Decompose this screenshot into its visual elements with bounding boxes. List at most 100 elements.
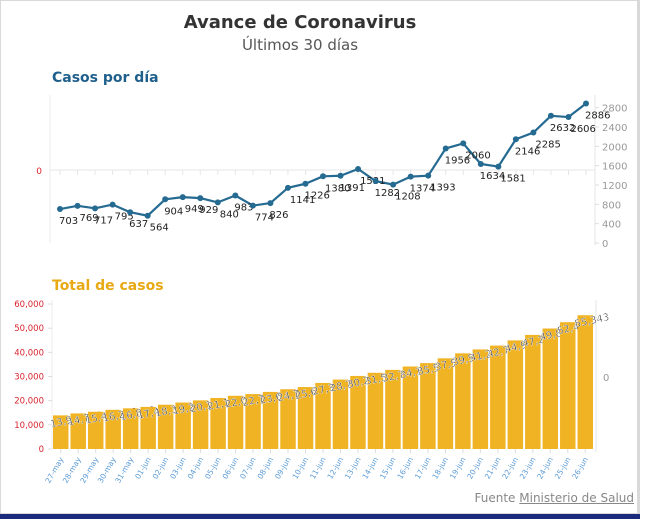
- data-point: [57, 206, 63, 213]
- data-label: 2632: [550, 123, 575, 134]
- data-label: 1226: [304, 191, 329, 202]
- bar: [560, 322, 576, 449]
- bar: [455, 353, 471, 449]
- data-point: [249, 202, 256, 209]
- data-point: [232, 192, 239, 199]
- bar: [227, 395, 244, 449]
- data-point: [214, 199, 221, 206]
- bar: [105, 409, 121, 449]
- data-label: 1956: [445, 155, 470, 166]
- data-label: 904: [164, 206, 183, 217]
- x-axis-date-label: 26-jun: [570, 455, 590, 480]
- bar: [507, 340, 524, 449]
- bar: [280, 389, 296, 449]
- data-point: [302, 180, 309, 187]
- data-point: [372, 178, 379, 185]
- page-subtitle: Últimos 30 días: [241, 36, 359, 54]
- right-axis-tick: 400: [602, 220, 621, 231]
- data-point: [337, 172, 344, 179]
- data-label: 1581: [500, 174, 525, 185]
- data-point: [355, 166, 362, 173]
- data-point: [197, 195, 204, 202]
- right-axis-tick: 0: [603, 373, 609, 384]
- data-label: 1208: [395, 192, 420, 203]
- bar: [420, 363, 436, 449]
- data-point: [74, 202, 81, 209]
- data-label: 1380: [325, 183, 350, 194]
- data-label: 840: [220, 209, 239, 220]
- total-cases-title: Total de casos: [52, 278, 164, 294]
- data-label: 703: [59, 216, 78, 227]
- bar: [332, 379, 349, 449]
- bar: [210, 397, 226, 449]
- bar: [157, 404, 174, 449]
- bar: [140, 406, 156, 449]
- bar: [367, 372, 384, 449]
- data-point: [460, 140, 467, 147]
- data-point: [109, 201, 116, 208]
- data-label: 769: [80, 213, 99, 224]
- total-cases-bar-chart: 010,00020,00030,00040,00050,00060,000013…: [14, 300, 611, 485]
- data-point: [267, 200, 274, 207]
- data-label: 2060: [465, 150, 490, 161]
- daily-cases-title: Casos por día: [52, 70, 159, 86]
- data-label: 826: [269, 210, 288, 221]
- data-point: [284, 184, 291, 191]
- data-label: 983: [234, 202, 253, 213]
- source-link[interactable]: Ministerio de Salud: [519, 491, 634, 505]
- bar: [297, 387, 314, 449]
- left-axis-tick: 30,000: [14, 373, 44, 383]
- data-label: 1391: [340, 183, 365, 194]
- data-point: [477, 161, 484, 168]
- data-point: [179, 194, 186, 201]
- data-label: 929: [199, 205, 218, 216]
- data-label: 1393: [430, 183, 455, 194]
- right-axis-tick: 2400: [602, 123, 627, 134]
- data-point: [127, 209, 134, 216]
- data-label: 564: [150, 223, 169, 234]
- data-point: [92, 205, 99, 212]
- data-label: 1282: [375, 188, 400, 199]
- right-axis-tick: 0: [602, 239, 608, 250]
- data-point: [442, 145, 449, 152]
- bar: [122, 408, 139, 449]
- bar: [350, 375, 366, 449]
- bar: [490, 345, 506, 449]
- data-point: [512, 136, 519, 143]
- data-point: [565, 114, 572, 121]
- bar: [385, 369, 401, 449]
- data-point: [530, 129, 537, 136]
- right-axis-tick: 800: [602, 200, 621, 211]
- data-label: 795: [115, 212, 134, 223]
- data-point: [390, 181, 397, 188]
- bar: [70, 413, 86, 449]
- bar: [577, 315, 593, 449]
- data-label: 637: [129, 219, 148, 230]
- data-point: [407, 173, 414, 180]
- data-point: [547, 112, 554, 119]
- source-prefix: Fuente: [474, 491, 516, 505]
- right-axis-tick: 1600: [602, 162, 627, 173]
- data-label: 2606: [570, 124, 595, 135]
- data-label: 717: [94, 215, 113, 226]
- bar: [175, 402, 191, 449]
- source-credit: Fuente Ministerio de Salud: [475, 491, 635, 505]
- data-point: [495, 163, 502, 170]
- data-label: 1374: [410, 184, 435, 195]
- left-axis-tick: 0: [39, 445, 44, 455]
- data-point: [144, 212, 151, 219]
- data-label: 2285: [535, 140, 560, 151]
- data-label: 1141: [290, 195, 315, 206]
- data-label: 2146: [515, 146, 540, 157]
- left-axis-tick: 60,000: [14, 300, 44, 310]
- bar: [315, 382, 331, 449]
- bar: [542, 328, 559, 449]
- bar: [192, 400, 209, 449]
- data-label: 2886: [585, 111, 610, 122]
- bar: [53, 415, 69, 449]
- left-axis-tick: 50,000: [14, 324, 44, 334]
- right-axis-tick: 1200: [602, 181, 627, 192]
- data-point: [425, 172, 432, 179]
- bar: [437, 358, 454, 449]
